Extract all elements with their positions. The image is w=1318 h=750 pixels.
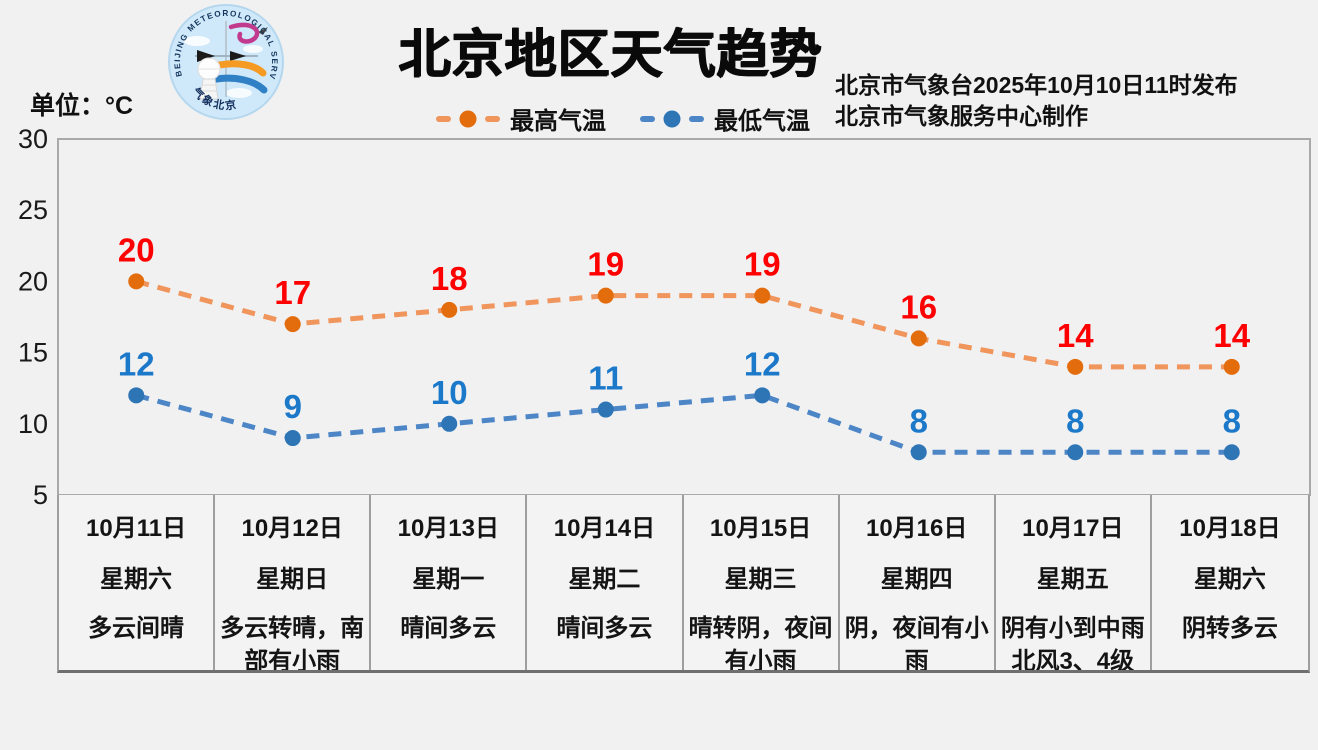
- low-temp-point-5: [910, 444, 927, 461]
- day-cell-3: 10月14日 星期二晴间多云: [527, 495, 684, 670]
- day-weather: 晴间多云: [556, 615, 653, 642]
- high-temp-point-3: [597, 287, 614, 304]
- low-temp-point-1: [284, 430, 301, 447]
- low-temp-point-7: [1223, 444, 1240, 461]
- low-temp-point-0: [128, 387, 145, 404]
- unit-label: 单位：°C: [30, 92, 134, 120]
- low-temp-line: [135, 392, 1232, 455]
- low-temp-point-3: [597, 401, 614, 418]
- day-date: 10月18日: [1179, 515, 1281, 542]
- day-weather: 多云转晴，南部有小雨: [220, 615, 365, 670]
- day-cell-4: 10月15日 星期三晴转阴，夜间有小雨: [684, 495, 840, 670]
- low-temp-value-6: 8: [1066, 402, 1084, 439]
- day-weekday: 星期一: [412, 566, 485, 593]
- low-temp-value-3: 11: [588, 360, 623, 397]
- high-temp-value-1: 17: [274, 274, 311, 311]
- low-temp-point-2: [441, 415, 458, 432]
- low-temp-value-4: 12: [744, 345, 781, 382]
- y-tick-label: 5: [33, 480, 48, 510]
- high-temp-point-5: [910, 330, 927, 347]
- day-wind: 北风3、4级: [1011, 648, 1135, 670]
- day-weekday: 星期四: [880, 566, 953, 593]
- day-weekday: 星期二: [568, 566, 641, 593]
- low-temp-point-6: [1067, 444, 1084, 461]
- high-temp-point-0: [128, 273, 145, 290]
- day-weather: 阴有小到中雨: [1000, 615, 1145, 642]
- bms-logo: BEIJING METEOROLOGICAL SERVICE 气象北京: [167, 3, 284, 120]
- low-temp-value-2: 10: [431, 374, 468, 411]
- low-temp-value-7: 8: [1223, 402, 1241, 439]
- plot-frame: [57, 138, 1311, 496]
- issue-line-1: 北京市气象台2025年10月10日11时发布: [835, 72, 1238, 98]
- issue-line-2: 北京市气象服务中心制作: [835, 103, 1088, 129]
- high-temp-value-4: 19: [744, 246, 781, 283]
- day-weekday: 星期日: [256, 566, 329, 593]
- high-temp-point-6: [1067, 358, 1084, 375]
- day-date: 10月15日: [709, 515, 812, 542]
- legend-item-low: 最低气温: [640, 101, 810, 136]
- day-date: 10月16日: [865, 515, 968, 542]
- high-temp-value-0: 20: [118, 231, 155, 268]
- day-weekday: 星期六: [1193, 566, 1266, 593]
- y-tick-label: 30: [18, 124, 48, 154]
- logo-left-arrow: [197, 50, 215, 62]
- day-weather: 多云间晴: [88, 615, 185, 642]
- high-temp-point-1: [284, 316, 301, 333]
- day-cell-0: 10月11日 星期六多云间晴: [59, 495, 216, 670]
- day-date: 10月14日: [553, 515, 656, 542]
- high-temp-point-4: [754, 287, 771, 304]
- low-temp-value-1: 9: [284, 388, 302, 425]
- day-cell-6: 10月17日 星期五阴有小到中雨北风3、4级: [996, 495, 1152, 670]
- low-temp-value-0: 12: [118, 345, 155, 382]
- day-date: 10月12日: [241, 515, 343, 542]
- high-temp-point-2: [441, 301, 458, 318]
- day-cell-7: 10月18日 星期六阴转多云: [1152, 495, 1308, 670]
- chart-legend: 最高气温 最低气温: [436, 101, 810, 136]
- y-tick-label: 10: [18, 409, 48, 439]
- day-date: 10月11日: [86, 515, 187, 542]
- day-weekday: 星期六: [100, 566, 173, 593]
- day-weather: 晴间多云: [400, 615, 497, 642]
- high-temp-value-7: 14: [1213, 317, 1250, 354]
- day-cell-2: 10月13日 星期一晴间多云: [371, 495, 528, 670]
- logo-blue-ribbon: [207, 74, 268, 94]
- day-weather: 阴转多云: [1181, 615, 1278, 642]
- high-temp-value-3: 19: [587, 246, 624, 283]
- day-weekday: 星期三: [724, 566, 797, 593]
- day-date: 10月17日: [1022, 515, 1124, 542]
- page-title: 北京地区天气趋势: [398, 26, 823, 84]
- low-temp-line-icon: [640, 110, 704, 127]
- day-cell-1: 10月12日 星期日多云转晴，南部有小雨: [215, 495, 372, 670]
- day-cell-5: 10月16日 星期四阴，夜间有小雨: [840, 495, 996, 670]
- issue-info: 北京市气象台2025年10月10日11时发布 北京市气象服务中心制作: [835, 70, 1238, 132]
- logo-radar-tower: [199, 78, 219, 100]
- legend-item-high: 最高气温: [436, 101, 606, 136]
- day-date: 10月13日: [397, 515, 499, 542]
- y-tick-label: 25: [18, 195, 48, 225]
- logo-right-arrow: [230, 51, 246, 61]
- low-temp-point-4: [754, 387, 771, 404]
- logo-bird: [258, 27, 268, 35]
- logo-orange-ribbon: [211, 60, 267, 77]
- day-weather: 阴，夜间有小雨: [844, 615, 989, 670]
- y-tick-label: 15: [18, 338, 48, 368]
- high-temp-point-7: [1223, 358, 1240, 375]
- high-temp-value-2: 18: [431, 260, 468, 297]
- day-weekday: 星期五: [1036, 566, 1109, 593]
- high-temp-line: [135, 278, 1232, 370]
- day-weather: 晴转阴，夜间有小雨: [688, 615, 833, 670]
- high-temp-value-6: 14: [1057, 317, 1094, 354]
- legend-label-high: 最高气温: [510, 108, 606, 135]
- forecast-day-table: 10月11日 星期六 多云间晴 10月12日 星期日 多云转晴，南部有小雨 10月13日 星期…: [57, 495, 1310, 673]
- logo-magenta-ribbon: [228, 22, 260, 44]
- legend-label-low: 最低气温: [714, 108, 810, 135]
- high-temp-line-icon: [436, 110, 500, 127]
- high-temp-value-5: 16: [900, 288, 937, 325]
- y-tick-label: 20: [18, 266, 48, 296]
- low-temp-value-5: 8: [910, 402, 928, 439]
